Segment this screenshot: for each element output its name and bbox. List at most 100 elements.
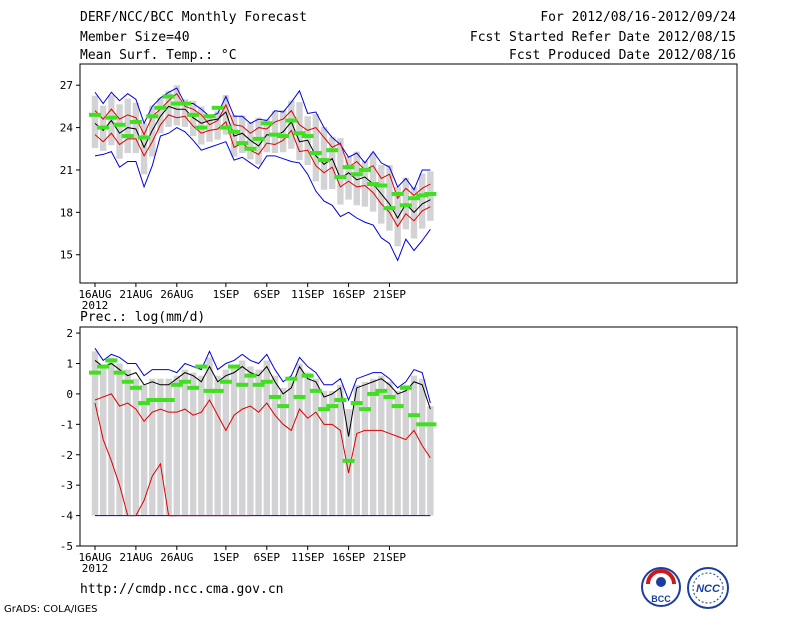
ensemble-box [427,171,434,221]
ensemble-box [419,173,426,229]
median-marker [203,114,216,119]
x-tick-label: 6SEP [254,288,281,301]
std-lower-line [94,114,431,228]
ensemble-box [386,381,393,516]
y-tick-label: 15 [60,249,73,262]
ensemble-box [329,390,336,516]
ensemble-box [206,357,213,516]
median-marker [358,167,371,172]
ensemble-box [222,369,230,516]
x-tick-label: 1SEP [213,551,240,564]
ensemble-box [312,114,320,182]
ensemble-box [296,102,303,161]
y-tick-label: 18 [60,206,73,219]
median-marker [219,125,232,130]
ensemble-box [239,360,246,516]
ensemble-box [320,390,328,516]
ensemble-box [99,366,107,516]
ensemble-box [247,366,254,516]
ensemble-box [337,384,344,516]
ensemble-box [214,375,221,516]
median-marker [244,373,257,378]
median-marker [203,388,216,393]
median-marker [211,388,224,393]
plot-frame [79,326,738,547]
ensemble-box [353,384,360,516]
median-marker [416,422,429,427]
ensemble-box [222,95,230,135]
ncc-logo-text: NCC [696,583,721,595]
median-marker [277,134,290,139]
median-marker [187,112,200,117]
ensemble-box [230,366,238,516]
x-tick-label: 2012 [82,562,109,575]
member-size: Member Size=40 [80,30,190,45]
median-marker [146,398,159,402]
ensemble-box [288,381,295,516]
median-marker [187,385,200,390]
median-marker [154,105,167,110]
x-tick-label: 6SEP [254,551,281,564]
median-marker [424,191,437,196]
median-marker [236,141,249,146]
median-marker [350,401,363,406]
x-tick-label: 21AUG [119,288,152,301]
median-marker [293,394,306,399]
x-tick-label: 1SEP [213,288,240,301]
median-marker [277,404,290,409]
ensemble-box [263,360,270,516]
median-marker [113,122,126,127]
ensemble-box [198,106,205,145]
source-url[interactable]: http://cmdp.ncc.cma.gov.cn [80,582,284,597]
median-marker [309,151,322,156]
ensemble-box [378,375,385,516]
median-marker [105,115,118,120]
ensemble-box [296,363,303,516]
min-line [94,126,431,262]
ensemble-box [173,375,180,516]
median-marker [121,134,134,139]
median-marker [268,394,281,399]
x-tick-label: 16AUG [78,288,111,301]
median-marker [318,407,331,412]
median-marker [326,404,339,409]
median-marker [342,458,355,463]
ensemble-box [116,363,123,516]
median-marker [309,388,322,393]
x-tick-label: 21SEP [373,288,406,301]
median-marker [97,125,110,130]
median-marker [228,364,241,369]
ensemble-box [247,122,254,160]
ensemble-box [239,115,246,154]
median-marker [260,379,273,384]
median-marker [268,132,281,137]
plot-frame [79,63,738,284]
median-marker [113,370,126,375]
ensemble-box [165,90,172,127]
median-marker [350,172,363,177]
ncc-logo: NCC [687,567,729,609]
median-marker [195,125,208,130]
ensemble-box [132,378,140,516]
median-marker [129,385,142,390]
x-tick-label: 26AUG [160,551,193,564]
ensemble-box [157,378,164,516]
median-marker [293,131,306,136]
median-marker [367,182,380,187]
median-marker [228,129,241,134]
max-line [94,87,431,191]
median-marker [301,134,314,139]
ensemble-box [361,160,369,207]
x-tick-label: 2012 [82,299,109,312]
mean-line [94,360,431,437]
ensemble-box [402,384,410,516]
ensemble-box [427,406,434,516]
median-marker [97,364,110,369]
started-refer-date: Fcst Started Refer Date 2012/08/15 [469,30,736,45]
max-line [94,348,431,404]
median-marker [138,401,151,406]
grads-credit: GrADS: COLA/IGES [4,604,98,615]
median-marker [399,203,412,208]
ensemble-box [132,102,140,154]
